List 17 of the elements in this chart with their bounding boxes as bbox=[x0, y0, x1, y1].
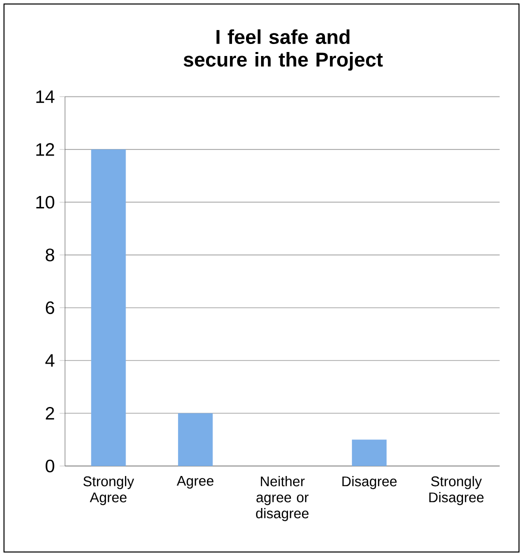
y-tick-label: 10 bbox=[36, 196, 54, 209]
y-tick-label: 2 bbox=[46, 406, 54, 420]
x-tick-label: Disagree bbox=[342, 476, 397, 490]
bar bbox=[178, 413, 213, 466]
y-tick-label: 6 bbox=[46, 301, 54, 314]
bar bbox=[91, 149, 126, 466]
y-tick-label: 12 bbox=[36, 143, 54, 156]
bar bbox=[352, 440, 387, 466]
x-tick-label: Neither agree or disagree bbox=[256, 476, 309, 522]
x-tick-label: Strongly Agree bbox=[83, 476, 134, 506]
y-tick-label: 0 bbox=[46, 460, 54, 472]
x-tick-label: Agree bbox=[176, 476, 214, 489]
x-tick-label: Strongly Disagree bbox=[429, 476, 484, 506]
y-tick-label: 4 bbox=[45, 354, 54, 367]
y-tick-label: 8 bbox=[46, 248, 54, 262]
chart-title: I feel safe and secure in the Project bbox=[184, 29, 383, 71]
y-tick-label: 14 bbox=[36, 90, 54, 103]
